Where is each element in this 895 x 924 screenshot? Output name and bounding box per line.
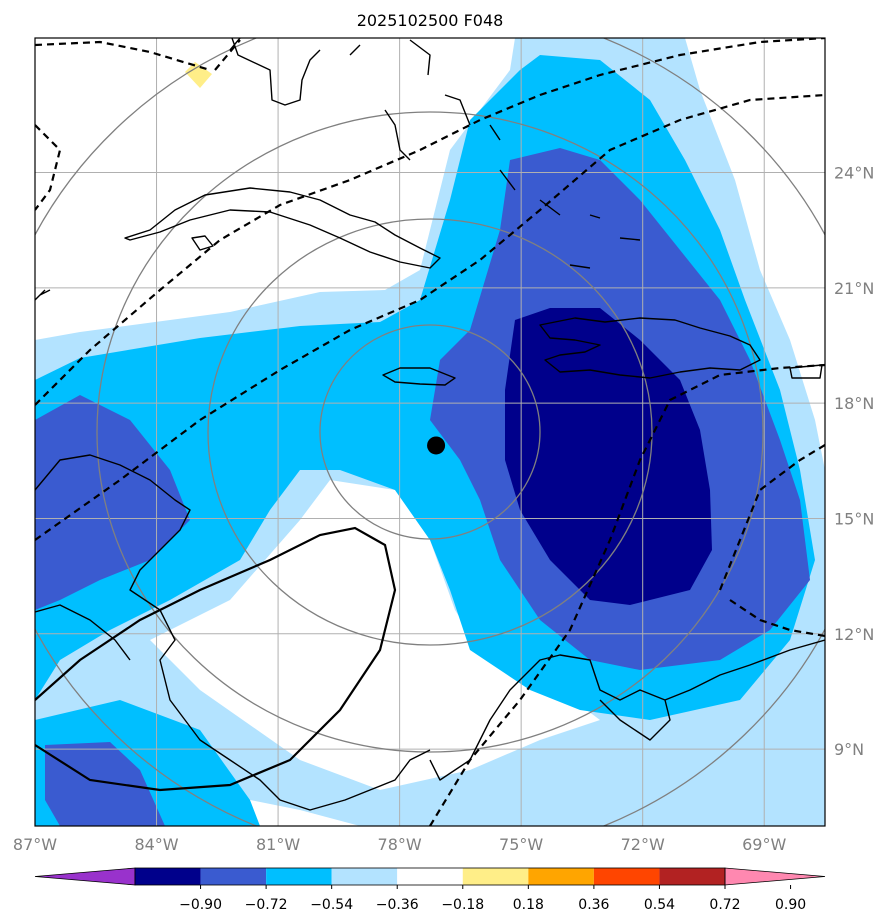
colorbar-level-label: 0.54 xyxy=(644,897,675,913)
isle-of-youth xyxy=(191,235,214,251)
latitude-label: 24°N xyxy=(834,164,874,183)
south-america-coast xyxy=(429,639,825,781)
jamaica-coast xyxy=(382,367,456,386)
latitude-label: 18°N xyxy=(834,394,874,413)
storm-center-marker xyxy=(427,436,446,455)
latitude-label: 12°N xyxy=(834,625,874,644)
colorbar-extend-low xyxy=(34,867,136,886)
colorbar-level-label: 0.72 xyxy=(709,897,740,913)
latitude-label: 15°N xyxy=(834,509,874,528)
cuba-coast xyxy=(124,187,441,269)
contour-fill-positive xyxy=(185,62,212,88)
latitude-label: 9°N xyxy=(834,740,864,759)
map-area xyxy=(35,38,825,826)
longitude-label: 87°W xyxy=(13,835,57,854)
contour-fill-mid xyxy=(35,148,810,826)
colorbar-segment xyxy=(659,868,725,885)
colorbar-level-label: −0.54 xyxy=(310,897,353,913)
colorbar-frame xyxy=(134,867,726,886)
colorbar-level-label: −0.36 xyxy=(376,897,419,913)
yucatan-coast xyxy=(35,289,51,301)
latitude-label: 21°N xyxy=(834,279,874,298)
colorbar-extend-high xyxy=(724,867,826,886)
longitude-label: 78°W xyxy=(378,835,422,854)
longitude-label: 81°W xyxy=(256,835,300,854)
longitude-label: 72°W xyxy=(621,835,665,854)
colorbar-segment xyxy=(135,868,201,885)
longitude-label: 84°W xyxy=(134,835,178,854)
florida-coast xyxy=(229,38,431,106)
coastlines xyxy=(35,38,825,811)
longitude-label: 75°W xyxy=(499,835,543,854)
dashed-contours xyxy=(35,38,825,826)
latitude-labels: 24°N 21°N 18°N 15°N 12°N 9°N xyxy=(834,164,874,760)
longitude-labels: 87°W 84°W 81°W 78°W 75°W 72°W 69°W xyxy=(13,835,787,854)
colorbar-segment xyxy=(266,868,332,885)
colorbar-segment xyxy=(200,868,267,885)
gridlines xyxy=(35,38,825,826)
colorbar-level-label: −0.90 xyxy=(179,897,222,913)
map-frame xyxy=(34,37,826,827)
colorbar-segment xyxy=(528,868,594,885)
colorbar: −0.90 −0.72 −0.54 −0.36 −0.18 0.18 0.36 0.54 0.7… xyxy=(34,867,826,913)
contour-fill-strong xyxy=(505,308,712,605)
hispaniola-coast xyxy=(539,317,761,379)
central-america-coast xyxy=(35,454,431,811)
colorbar-segment xyxy=(331,868,398,885)
solid-contour xyxy=(35,526,397,792)
colorbar-level-label: 0.90 xyxy=(775,897,806,913)
longitude-label: 69°W xyxy=(742,835,786,854)
range-rings xyxy=(35,38,825,826)
colorbar-level-label: 0.18 xyxy=(513,897,544,913)
colorbar-level-label: −0.18 xyxy=(441,897,484,913)
colorbar-level-label: 0.36 xyxy=(578,897,609,913)
colorbar-level-label: −0.72 xyxy=(245,897,288,913)
bahamas-coast xyxy=(384,94,641,269)
map-title: 2025102500 F048 xyxy=(357,11,504,30)
colorbar-segment xyxy=(593,868,660,885)
colorbar-segment xyxy=(462,868,529,885)
colorbar-segment xyxy=(397,868,463,885)
